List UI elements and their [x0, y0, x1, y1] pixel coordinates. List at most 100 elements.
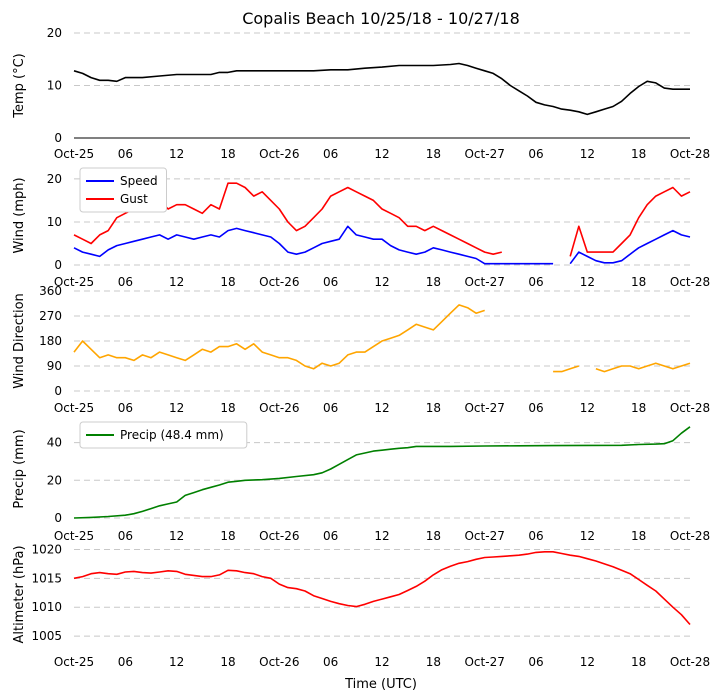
x-tick-label-wind: 06	[118, 275, 133, 289]
x-tick-label-precip: 12	[580, 529, 595, 543]
x-tick-label-alt: 18	[220, 655, 235, 669]
x-tick-label-alt: Oct-27	[464, 655, 504, 669]
x-tick-label-wind: 12	[374, 275, 389, 289]
x-tick-label-precip: 06	[118, 529, 133, 543]
x-tick-label-dir: Oct-28	[670, 401, 710, 415]
x-tick-label-alt: 12	[169, 655, 184, 669]
y-axis-label-alt: Altimeter (hPa)	[12, 545, 27, 643]
x-tick-label-alt: 06	[323, 655, 338, 669]
x-tick-label-alt: 06	[528, 655, 543, 669]
y-axis-label-wind: Wind (mph)	[12, 177, 27, 253]
x-tick-label-precip: 18	[631, 529, 646, 543]
series-line-temp-temp	[73, 62, 690, 116]
x-tick-label-wind: Oct-25	[54, 275, 94, 289]
x-tick-label-alt: 12	[374, 655, 389, 669]
x-tick-label-wind: 18	[426, 275, 441, 289]
x-tick-label-wind: Oct-26	[259, 275, 299, 289]
x-tick-label-wind: 06	[323, 275, 338, 289]
x-tick-label-precip: 06	[323, 529, 338, 543]
x-tick-label-temp: Oct-28	[670, 147, 710, 161]
x-tick-label-precip: 12	[374, 529, 389, 543]
y-tick-label-temp: 10	[47, 79, 62, 93]
x-tick-label-temp: 06	[323, 147, 338, 161]
x-tick-label-precip: 12	[169, 529, 184, 543]
y-tick-label-precip: 0	[54, 511, 62, 525]
series-line-precip-precip-48-4-mm-	[73, 426, 691, 519]
x-tick-label-wind: Oct-28	[670, 275, 710, 289]
y-tick-label-precip: 40	[47, 436, 62, 450]
x-tick-label-dir: 18	[631, 401, 646, 415]
x-tick-label-precip: 18	[426, 529, 441, 543]
legend-label-wind: Speed	[120, 174, 158, 188]
legend-wind: Speed Gust	[79, 167, 167, 213]
y-axis-label-dir: Wind Direction	[12, 293, 27, 389]
x-tick-label-precip: Oct-28	[670, 529, 710, 543]
x-tick-label-alt: Oct-26	[259, 655, 299, 669]
x-tick-label-dir: 12	[374, 401, 389, 415]
y-tick-label-wind: 10	[47, 215, 62, 229]
y-axis-label-temp: Temp (°C)	[12, 53, 27, 119]
x-tick-label-dir: Oct-25	[54, 401, 94, 415]
x-tick-label-alt: 12	[580, 655, 595, 669]
x-tick-label-temp: Oct-25	[54, 147, 94, 161]
x-tick-label-wind: 18	[631, 275, 646, 289]
chart-title: Copalis Beach 10/25/18 - 10/27/18	[242, 9, 520, 28]
series-line-wind-speed	[73, 225, 691, 265]
x-tick-label-alt: Oct-25	[54, 655, 94, 669]
y-tick-label-alt: 1005	[31, 629, 62, 643]
x-tick-label-temp: 18	[220, 147, 235, 161]
legend-box-precip	[79, 421, 248, 449]
x-tick-label-temp: Oct-26	[259, 147, 299, 161]
legend-precip: Precip (48.4 mm)	[79, 421, 248, 449]
x-tick-label-temp: 06	[118, 147, 133, 161]
x-tick-label-temp: 12	[580, 147, 595, 161]
x-tick-label-wind: Oct-27	[464, 275, 504, 289]
x-tick-label-alt: 18	[631, 655, 646, 669]
x-tick-label-alt: 06	[118, 655, 133, 669]
x-tick-label-temp: 06	[528, 147, 543, 161]
y-tick-label-dir: 0	[54, 384, 62, 398]
y-tick-label-dir: 180	[39, 334, 62, 348]
x-tick-label-alt: Oct-28	[670, 655, 710, 669]
x-tick-label-precip: Oct-27	[464, 529, 504, 543]
series-line-alt-altimeter	[73, 551, 691, 626]
x-tick-label-temp: 18	[631, 147, 646, 161]
y-tick-label-wind: 20	[47, 172, 62, 186]
x-tick-label-alt: 18	[426, 655, 441, 669]
y-tick-label-precip: 20	[47, 473, 62, 487]
y-tick-label-wind: 0	[54, 258, 62, 272]
y-tick-label-dir: 90	[47, 359, 62, 373]
legend-label-precip: Precip (48.4 mm)	[120, 428, 224, 442]
panel-dir: 0 90 180 270 360 Wind Direction Oct-25 06 12 18 Oc…	[12, 284, 710, 415]
y-axis-label-precip: Precip (mm)	[12, 429, 27, 508]
chart-panels: 0 10 20 Temp (°C) Oct-25 06 12 18 Oct-26 06 12 18 Oc…	[12, 26, 710, 669]
x-tick-label-dir: 12	[580, 401, 595, 415]
y-tick-label-alt: 1015	[31, 571, 62, 585]
y-tick-label-alt: 1010	[31, 600, 62, 614]
x-tick-label-dir: Oct-26	[259, 401, 299, 415]
x-tick-label-wind: 18	[220, 275, 235, 289]
y-tick-label-temp: 0	[54, 131, 62, 145]
y-tick-label-temp: 20	[47, 26, 62, 40]
x-tick-label-temp: 12	[169, 147, 184, 161]
x-tick-label-precip: Oct-25	[54, 529, 94, 543]
panel-wind: 0 10 20 Wind (mph) Oct-25 06 12 18 Oct-26 06 12 18 O…	[12, 167, 710, 289]
x-tick-label-precip: Oct-26	[259, 529, 299, 543]
legend-label-wind: Gust	[120, 192, 148, 206]
panel-precip: 0 20 40 Precip (mm) Oct-25 06 12 18 Oct-26 06 12 18…	[12, 421, 710, 543]
x-tick-label-wind: 12	[169, 275, 184, 289]
x-tick-label-dir: Oct-27	[464, 401, 504, 415]
y-tick-label-dir: 270	[39, 309, 62, 323]
panel-alt: 1005 1010 1015 1020 Altimeter (hPa) Oct-25 06 1…	[12, 542, 710, 669]
y-tick-label-dir: 360	[39, 284, 62, 298]
x-tick-label-dir: 06	[118, 401, 133, 415]
x-tick-label-dir: 06	[528, 401, 543, 415]
x-tick-label-precip: 18	[220, 529, 235, 543]
x-tick-label-temp: Oct-27	[464, 147, 504, 161]
x-tick-label-dir: 06	[323, 401, 338, 415]
x-tick-label-wind: 06	[528, 275, 543, 289]
x-tick-label-temp: 12	[374, 147, 389, 161]
x-tick-label-dir: 18	[220, 401, 235, 415]
x-tick-label-precip: 06	[528, 529, 543, 543]
